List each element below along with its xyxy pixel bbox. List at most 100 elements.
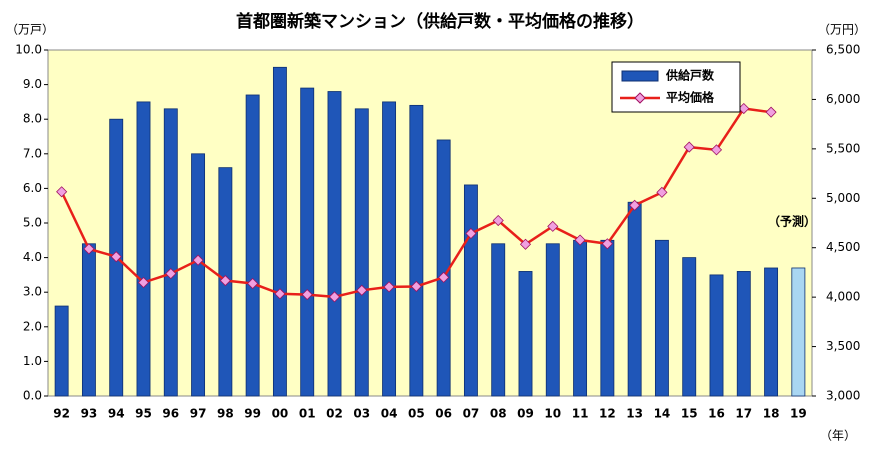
bar: [54, 305, 69, 397]
x-tick-label: 18: [763, 407, 780, 421]
bar: [491, 243, 506, 397]
legend-marker: [634, 92, 646, 104]
bar: [300, 87, 315, 397]
bar: [736, 271, 751, 397]
y2-tick-label: 6,000: [826, 92, 860, 106]
x-tick-label: 04: [381, 407, 398, 421]
x-tick-label: 15: [681, 407, 698, 421]
marker: [192, 254, 204, 266]
y-tick-label: 9.0: [23, 77, 42, 91]
bar: [409, 104, 424, 397]
y2-tick-label: 4,500: [826, 240, 860, 254]
marker: [301, 289, 313, 301]
x-tick-label: 10: [544, 407, 561, 421]
bar: [354, 108, 369, 397]
x-tick-label: 03: [353, 407, 370, 421]
x-tick-label: 16: [708, 407, 725, 421]
bar: [163, 108, 178, 397]
bar: [709, 274, 724, 397]
x-tick-label: 97: [190, 407, 207, 421]
y-tick-label: 2.0: [23, 319, 42, 333]
y-tick-label: 7.0: [23, 146, 42, 160]
x-tick-label: 94: [108, 407, 125, 421]
y2-tick-label: 4,000: [826, 290, 860, 304]
marker: [492, 214, 504, 227]
x-tick-label: 01: [299, 407, 316, 421]
bar: [272, 66, 287, 397]
y2-tick-label: 3,000: [826, 389, 860, 403]
x-tick-label: 17: [735, 407, 752, 421]
bar: [573, 239, 588, 397]
marker: [356, 284, 368, 296]
marker: [219, 274, 231, 287]
chart-title: 首都圏新築マンション（供給戸数・平均価格の推移）: [236, 11, 644, 32]
x-tick-label: 13: [626, 407, 643, 421]
marker: [656, 186, 668, 198]
x-tick-label: 99: [244, 407, 261, 421]
bar: [518, 271, 533, 397]
annotation: （予測）: [768, 214, 816, 229]
marker: [465, 227, 477, 240]
marker: [328, 291, 341, 303]
y-tick-label: 6.0: [23, 181, 42, 195]
bar: [627, 201, 642, 397]
x-tick-label: 06: [435, 407, 452, 421]
marker: [547, 220, 559, 232]
y-tick-label: 1.0: [23, 354, 42, 368]
marker: [56, 186, 68, 198]
x-tick-label: 00: [272, 407, 289, 421]
bar: [545, 243, 560, 397]
x-tick-label: 05: [408, 407, 425, 421]
marker: [165, 268, 177, 280]
y-tick-label: 0.0: [23, 389, 42, 403]
x-tick-label: 98: [217, 407, 234, 421]
marker: [519, 238, 532, 250]
x-tick-label: 11: [572, 407, 589, 421]
marker: [629, 199, 641, 211]
marker: [383, 281, 395, 293]
x-tick-label: 14: [654, 407, 671, 421]
x-tick-label: 93: [81, 407, 98, 421]
y-tick-label: 4.0: [23, 250, 42, 264]
bar: [791, 267, 806, 397]
y2-tick-label: 3,500: [826, 339, 860, 353]
x-tick-label: 19: [790, 407, 807, 421]
bar: [764, 267, 779, 397]
marker: [274, 288, 286, 300]
bar: [245, 94, 260, 397]
x-tick-label: 92: [53, 407, 70, 421]
bar: [191, 153, 206, 397]
y2-tick-label: 5,500: [826, 141, 860, 155]
marker: [683, 141, 695, 153]
bar: [600, 239, 615, 397]
legend-box: [611, 61, 741, 113]
y2-tick-label: 6,500: [826, 43, 860, 57]
y2-tick-label: 5,000: [826, 191, 860, 205]
legend-swatch: [621, 70, 659, 82]
y-tick-label: 10.0: [15, 43, 42, 57]
y-tick-label: 5.0: [23, 216, 42, 230]
bar: [382, 101, 397, 397]
x-tick-label: 95: [135, 407, 152, 421]
marker: [247, 277, 259, 290]
x-tick-label: 96: [162, 407, 179, 421]
y-tick-label: 3.0: [23, 285, 42, 299]
marker: [765, 106, 777, 118]
marker: [137, 276, 150, 289]
bar: [136, 101, 151, 397]
marker: [410, 280, 422, 293]
marker: [110, 251, 122, 263]
marker: [601, 238, 613, 250]
x-tick-label: 08: [490, 407, 507, 421]
x-axis-label: （年）: [820, 429, 856, 443]
legend-label: 平均価格: [666, 90, 715, 105]
bar: [682, 257, 697, 397]
bar: [654, 239, 669, 397]
y-tick-label: 8.0: [23, 112, 42, 126]
y-axis-label: （万戸）: [6, 23, 54, 37]
x-tick-label: 02: [326, 407, 343, 421]
marker: [438, 271, 450, 283]
y2-axis-label: （万円）: [818, 23, 866, 37]
bar: [463, 184, 478, 397]
